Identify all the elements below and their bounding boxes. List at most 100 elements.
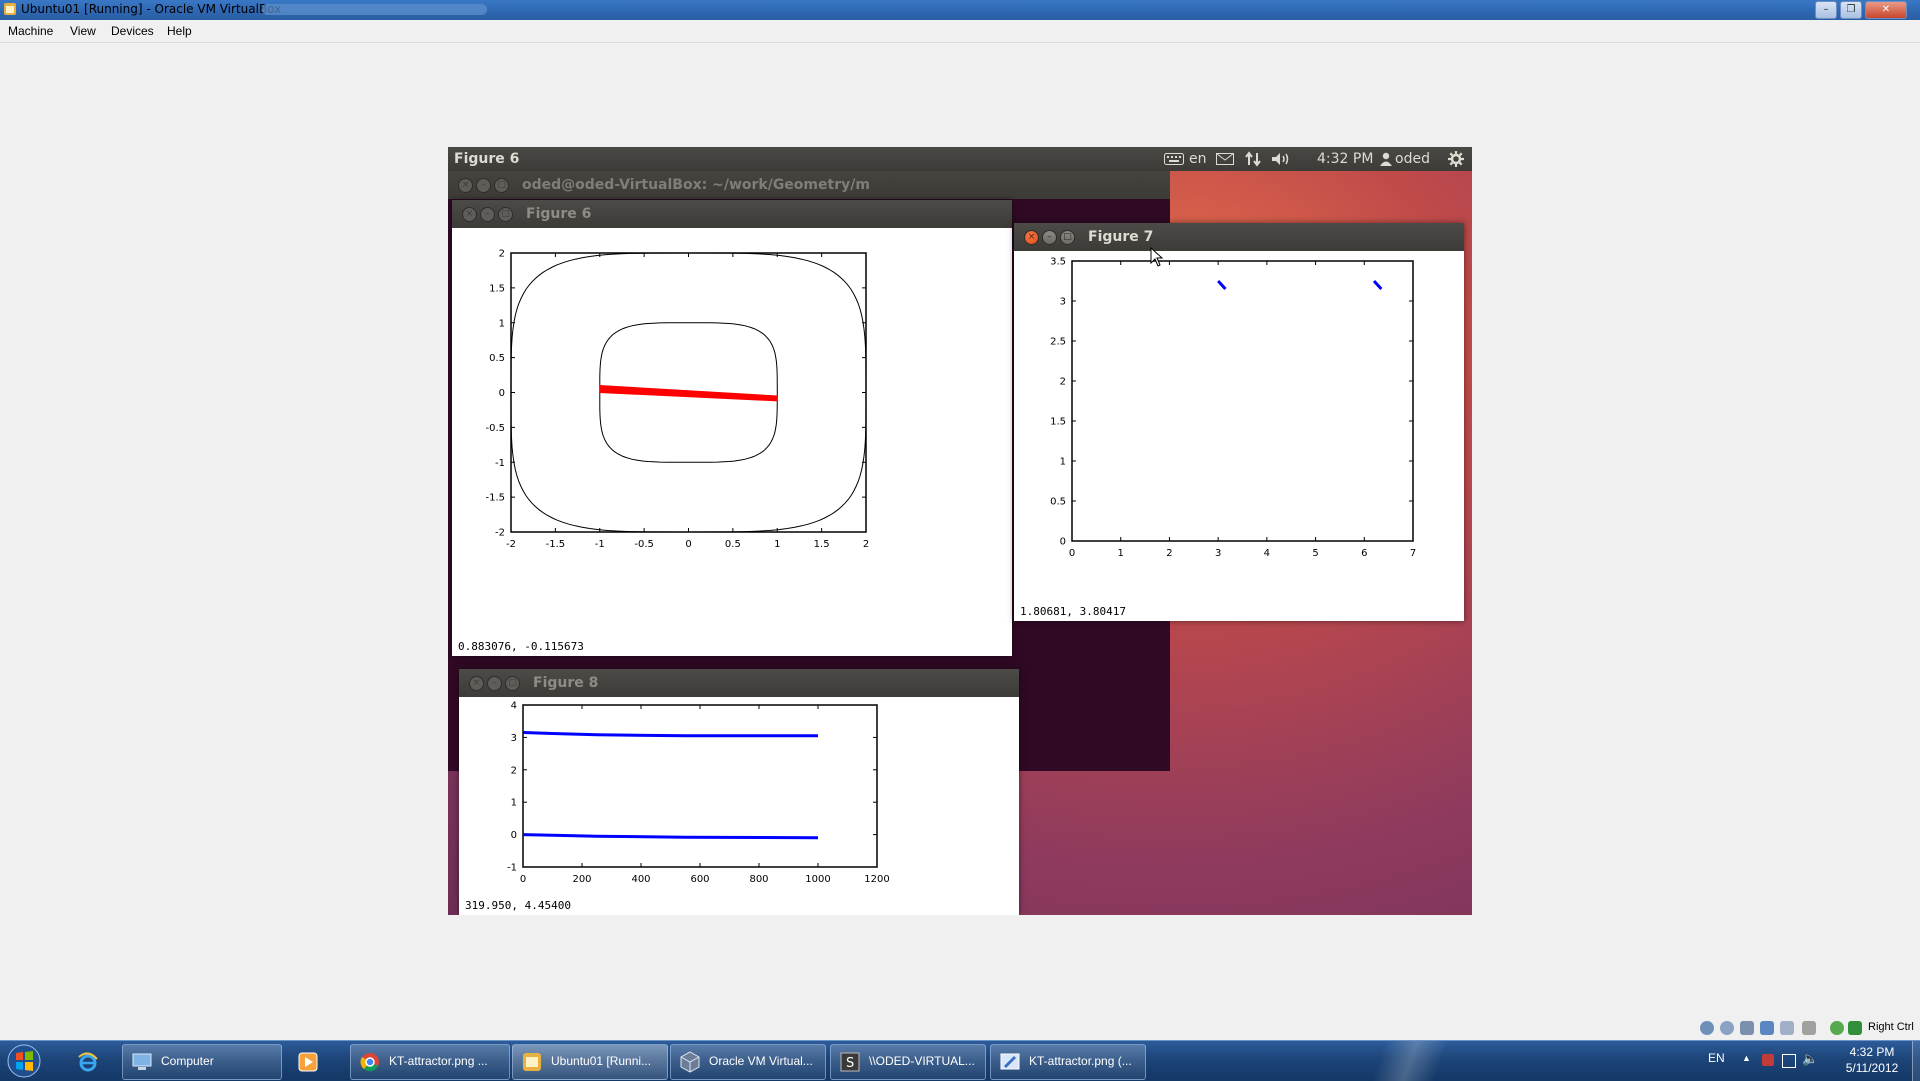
taskbar-shell-button[interactable]: S \\ODED-VIRTUAL... (830, 1044, 986, 1080)
figure6-y-tick-label: 1 (499, 318, 505, 329)
figure7-x-tick-label: 0 (1069, 548, 1075, 559)
figure6-title-bar[interactable]: × – □ Figure 6 (452, 200, 1012, 228)
figure6-title: Figure 6 (526, 206, 592, 222)
ubuntu-top-panel: Figure 6 en 4:32 PM oded (448, 147, 1472, 171)
terminal-close-icon[interactable]: × (458, 178, 473, 193)
restore-button[interactable]: ❐ (1840, 1, 1862, 19)
figure6-x-tick-label: 1 (774, 539, 780, 550)
ie-icon (78, 1052, 98, 1072)
terminal-title-bar[interactable]: × – □ oded@oded-VirtualBox: ~/work/Geome… (448, 171, 1170, 199)
figure6-close-icon[interactable]: × (462, 207, 477, 222)
terminal-maximize-icon[interactable]: □ (494, 178, 509, 193)
figure8-maximize-icon[interactable]: □ (505, 676, 520, 691)
taskbar-item-label: Computer (161, 1054, 214, 1068)
tray-clock[interactable]: 4:32 PM (1849, 1045, 1895, 1059)
menu-help[interactable]: Help (167, 24, 192, 38)
tray-date[interactable]: 5/11/2012 (1845, 1061, 1899, 1075)
terminal-minimize-icon[interactable]: – (476, 178, 491, 193)
figure8-y-tick-label: 1 (511, 798, 517, 809)
volume-tray-icon[interactable]: 🔈 (1802, 1051, 1819, 1066)
figure7-plot[interactable]: 0 1 2 3 4 5 6 7 3.5 3 2.5 2 1.5 1 0.5 0 (1014, 251, 1464, 611)
figure7-x-tick-label: 6 (1361, 548, 1367, 559)
user-icon[interactable] (1380, 152, 1392, 166)
figure8-coordinates: 319.950, 4.45400 (465, 899, 571, 912)
mail-icon[interactable] (1216, 153, 1234, 165)
figure7-x-tick-label: 2 (1166, 548, 1172, 559)
show-hidden-icons-icon[interactable]: ▲ (1742, 1053, 1751, 1063)
hard-disk-icon[interactable] (1700, 1021, 1714, 1035)
taskbar-ubuntu-vm-button[interactable]: Ubuntu01 [Runni... (512, 1044, 668, 1080)
figure6-y-tick-label: 2 (499, 249, 505, 260)
figure8-window[interactable]: × – □ Figure 8 0 200 400 600 800 1000 1200 4 3 2 1… (459, 669, 1019, 915)
taskbar-computer-button[interactable]: Computer (122, 1044, 282, 1080)
figure6-x-tick-label: -1 (595, 539, 605, 550)
network-tray-icon[interactable] (1782, 1054, 1796, 1068)
language-indicator[interactable]: EN (1708, 1051, 1725, 1065)
window-title: Ubuntu01 [Running] - Oracle VM VirtualBo… (21, 2, 282, 16)
figure8-y-tick-label: 0 (511, 830, 517, 841)
terminal-title: oded@oded-VirtualBox: ~/work/Geometry/m (522, 177, 870, 193)
figure8-close-icon[interactable]: × (469, 676, 484, 691)
figure8-minimize-icon[interactable]: – (487, 676, 502, 691)
figure6-window[interactable]: × – □ Figure 6 -2 -1.5 -1 -0.5 0 0.5 1 1.5 2 2 1.5… (452, 200, 1012, 656)
keyboard-layout[interactable]: en (1189, 151, 1207, 167)
shared-folder-icon[interactable] (1780, 1021, 1794, 1035)
taskbar-media-button[interactable] (288, 1044, 334, 1080)
host-key-icon[interactable] (1848, 1021, 1862, 1035)
virtualization-icon[interactable] (1830, 1021, 1844, 1035)
virtualbox-app-icon (4, 3, 16, 15)
network-icon[interactable] (1245, 151, 1261, 167)
figure8-x-tick-label: 400 (631, 874, 650, 885)
close-button[interactable]: ✕ (1865, 1, 1907, 19)
taskbar-ie-button[interactable] (68, 1044, 114, 1080)
figure6-y-tick-label: -0.5 (485, 423, 505, 434)
optical-drive-icon[interactable] (1720, 1021, 1734, 1035)
guest-screen[interactable]: Figure 6 en 4:32 PM oded × – □ od (448, 147, 1472, 915)
taskbar-chrome-button[interactable]: KT-attractor.png ... (350, 1044, 510, 1080)
capture-icon[interactable] (1802, 1021, 1816, 1035)
figure8-y-tick-label: -1 (507, 863, 517, 874)
figure6-y-tick-label: 1.5 (489, 283, 505, 294)
minimize-button[interactable]: – (1815, 1, 1837, 19)
volume-icon[interactable] (1271, 152, 1291, 166)
show-desktop-button[interactable] (1912, 1041, 1920, 1081)
flag-icon[interactable] (1762, 1054, 1774, 1066)
figure8-title-bar[interactable]: × – □ Figure 8 (459, 669, 1019, 697)
figure6-plot[interactable]: -2 -1.5 -1 -0.5 0 0.5 1 1.5 2 2 1.5 1 0.5 0 -0.5 -1 -1.5… (452, 228, 1012, 648)
figure6-minimize-icon[interactable]: – (480, 207, 495, 222)
figure7-y-tick-label: 1 (1060, 457, 1066, 468)
figure7-y-tick-label: 3 (1060, 297, 1066, 308)
menu-view[interactable]: View (70, 24, 96, 38)
keyboard-icon[interactable] (1164, 153, 1184, 165)
network-adapter-icon[interactable] (1760, 1021, 1774, 1035)
usb-icon[interactable] (1740, 1021, 1754, 1035)
figure7-y-tick-label: 0 (1060, 537, 1066, 548)
figure7-y-tick-label: 2 (1060, 377, 1066, 388)
taskbar-virtualbox-button[interactable]: Oracle VM Virtual... (670, 1044, 826, 1080)
figure6-x-tick-label: 0.5 (725, 539, 741, 550)
figure8-x-tick-label: 1200 (864, 874, 889, 885)
taskbar-glare (1260, 1041, 1560, 1081)
figure7-window[interactable]: × – □ Figure 7 0 1 2 3 4 5 6 7 3.5 3 2.5 2 1.5 1 0.5 0 … (1014, 223, 1464, 621)
taskbar-paint-button[interactable]: KT-attractor.png (... (990, 1044, 1146, 1080)
panel-username[interactable]: oded (1395, 151, 1430, 167)
figure7-x-tick-label: 3 (1215, 548, 1221, 559)
figure6-x-tick-label: -2 (506, 539, 516, 550)
figure6-coordinates: 0.883076, -0.115673 (458, 640, 584, 653)
figure7-maximize-icon[interactable]: □ (1060, 230, 1075, 245)
figure6-x-tick-label: 1.5 (814, 539, 830, 550)
panel-clock[interactable]: 4:32 PM (1317, 151, 1374, 167)
figure6-maximize-icon[interactable]: □ (498, 207, 513, 222)
start-button-icon[interactable] (4, 1043, 44, 1079)
menu-machine[interactable]: Machine (8, 24, 54, 38)
menu-devices[interactable]: Devices (111, 24, 154, 38)
virtualbox-icon (680, 1051, 700, 1073)
taskbar-item-label: \\ODED-VIRTUAL... (869, 1054, 975, 1068)
figure7-close-icon[interactable]: × (1024, 230, 1039, 245)
computer-icon (132, 1053, 152, 1070)
figure7-minimize-icon[interactable]: – (1042, 230, 1057, 245)
session-gear-icon[interactable] (1448, 151, 1464, 167)
figure7-title-bar[interactable]: × – □ Figure 7 (1014, 223, 1464, 251)
host-key-label: Right Ctrl (1868, 1021, 1914, 1033)
